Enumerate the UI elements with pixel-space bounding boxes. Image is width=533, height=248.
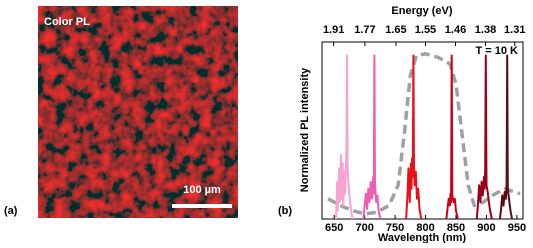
panel-label: (b): [278, 205, 292, 217]
scale-bar-label: 100 µm: [183, 184, 221, 196]
x2-tick-label: 1.55: [415, 24, 436, 36]
x2-tick-label: 1.91: [323, 24, 344, 36]
plot-frame: [321, 41, 524, 220]
panel-label: (a): [4, 205, 18, 217]
x2-tick-label: 1.65: [385, 24, 406, 36]
annotation: T = 10 K: [476, 45, 519, 57]
x2-tick-label: 1.77: [354, 24, 375, 36]
x-tick-label: 850: [447, 222, 465, 234]
x2-tick-label: 1.38: [475, 24, 496, 36]
x-tick-label: 950: [508, 222, 526, 234]
panel-b: (b) Wavelength (nm) Energy (eV) Normaliz…: [278, 5, 526, 244]
spectrum-line: [335, 54, 354, 220]
figure: Color PL 100 µm (a) (b) Wavelength (nm) …: [4, 5, 526, 244]
page: {"panel_a": {"label": "(a)", "title": "C…: [4, 4, 527, 244]
spectrum-line: [498, 54, 513, 220]
dashed-curve: [327, 52, 521, 216]
spectrum-line: [362, 54, 382, 220]
x-tick-label: 650: [325, 222, 343, 234]
panel-a: Color PL 100 µm (a): [4, 6, 238, 218]
x2-tick-label: 1.31: [504, 24, 525, 36]
x-tick-label: 800: [416, 222, 434, 234]
x-tick-label: 700: [355, 222, 373, 234]
spectrum-line: [475, 54, 493, 220]
panel-title: Color PL: [44, 16, 90, 28]
x-axis-label: Wavelength (nm): [378, 232, 467, 243]
spectrum-line: [445, 54, 459, 220]
spectrum-line: [405, 54, 423, 220]
x-tick-label: 750: [386, 222, 404, 234]
y-axis-label: Normalized PL intensity: [299, 67, 311, 192]
x-tick-label: 900: [477, 222, 495, 234]
x2-axis-label: Energy (eV): [391, 5, 452, 17]
x2-tick-label: 1.46: [445, 24, 466, 36]
micrograph: [38, 6, 238, 218]
